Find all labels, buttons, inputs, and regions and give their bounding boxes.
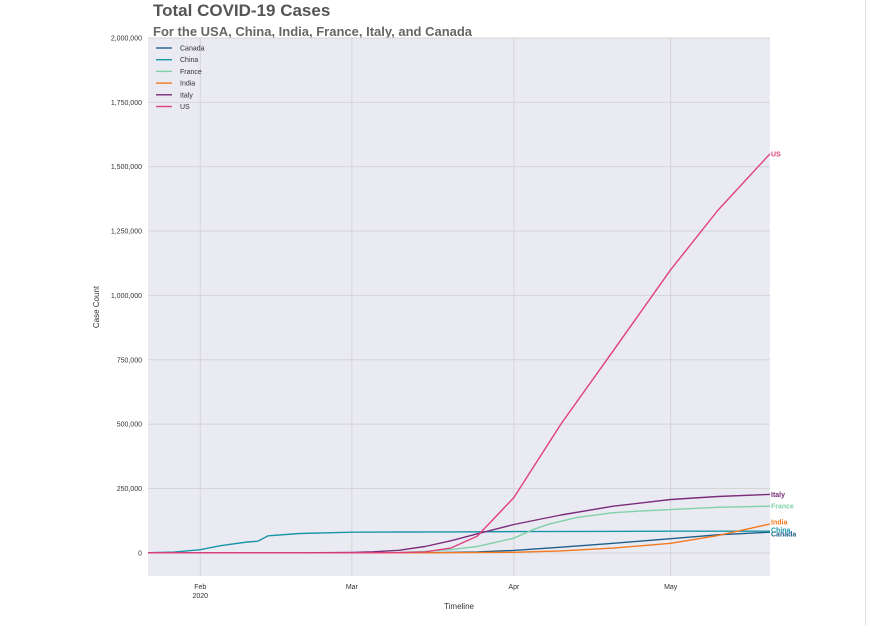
series-line-us xyxy=(148,153,771,554)
x-tick-label: May xyxy=(664,584,678,591)
series-line-india xyxy=(148,523,771,554)
y-axis-ticks: 0 250,000 500,000 750,000 1,000,000 1,250,000… xyxy=(111,36,142,558)
y-tick-label: 500,000 xyxy=(117,422,142,429)
end-label-canada: Canada xyxy=(771,532,796,539)
legend-label-france: France xyxy=(180,69,202,76)
chart-title: Total COVID-19 Cases xyxy=(153,1,331,20)
x-tick-label: Feb xyxy=(194,584,206,591)
x-axis-label: Timeline xyxy=(444,602,474,611)
y-tick-label: 1,750,000 xyxy=(111,100,142,107)
legend-label-china: China xyxy=(180,57,198,64)
page-edge-rule xyxy=(865,0,866,625)
end-label-italy: Italy xyxy=(771,492,785,499)
y-tick-label: 750,000 xyxy=(117,357,142,364)
series-line-china xyxy=(147,530,770,554)
y-tick-label: 0 xyxy=(138,550,142,557)
x-axis-ticks: Feb 2020 Mar Apr May xyxy=(192,584,677,600)
legend-label-india: India xyxy=(180,81,195,88)
legend-label-italy: Italy xyxy=(180,92,193,99)
legend-label-us: US xyxy=(180,104,190,111)
series-lines xyxy=(147,153,771,554)
x-tick-sublabel: 2020 xyxy=(192,593,208,600)
grid-lines xyxy=(148,37,770,576)
end-label-india: India xyxy=(771,520,787,527)
y-tick-label: 250,000 xyxy=(117,486,142,493)
y-tick-label: 1,000,000 xyxy=(111,293,142,300)
legend: Canada China France India Italy US xyxy=(156,46,205,111)
plot-background xyxy=(148,38,770,576)
y-tick-label: 1,500,000 xyxy=(111,164,142,171)
y-axis-label: Case Count xyxy=(92,285,101,328)
legend-label-canada: Canada xyxy=(180,46,205,53)
x-tick-label: Mar xyxy=(346,584,359,591)
end-label-france: France xyxy=(771,504,794,511)
end-label-china: China xyxy=(771,528,791,535)
chart-subtitle: For the USA, China, India, France, Italy… xyxy=(153,24,473,39)
x-tick-label: Apr xyxy=(508,584,520,591)
y-tick-label: 2,000,000 xyxy=(111,36,142,43)
end-label-us: US xyxy=(771,151,781,158)
y-tick-label: 1,250,000 xyxy=(111,229,142,236)
